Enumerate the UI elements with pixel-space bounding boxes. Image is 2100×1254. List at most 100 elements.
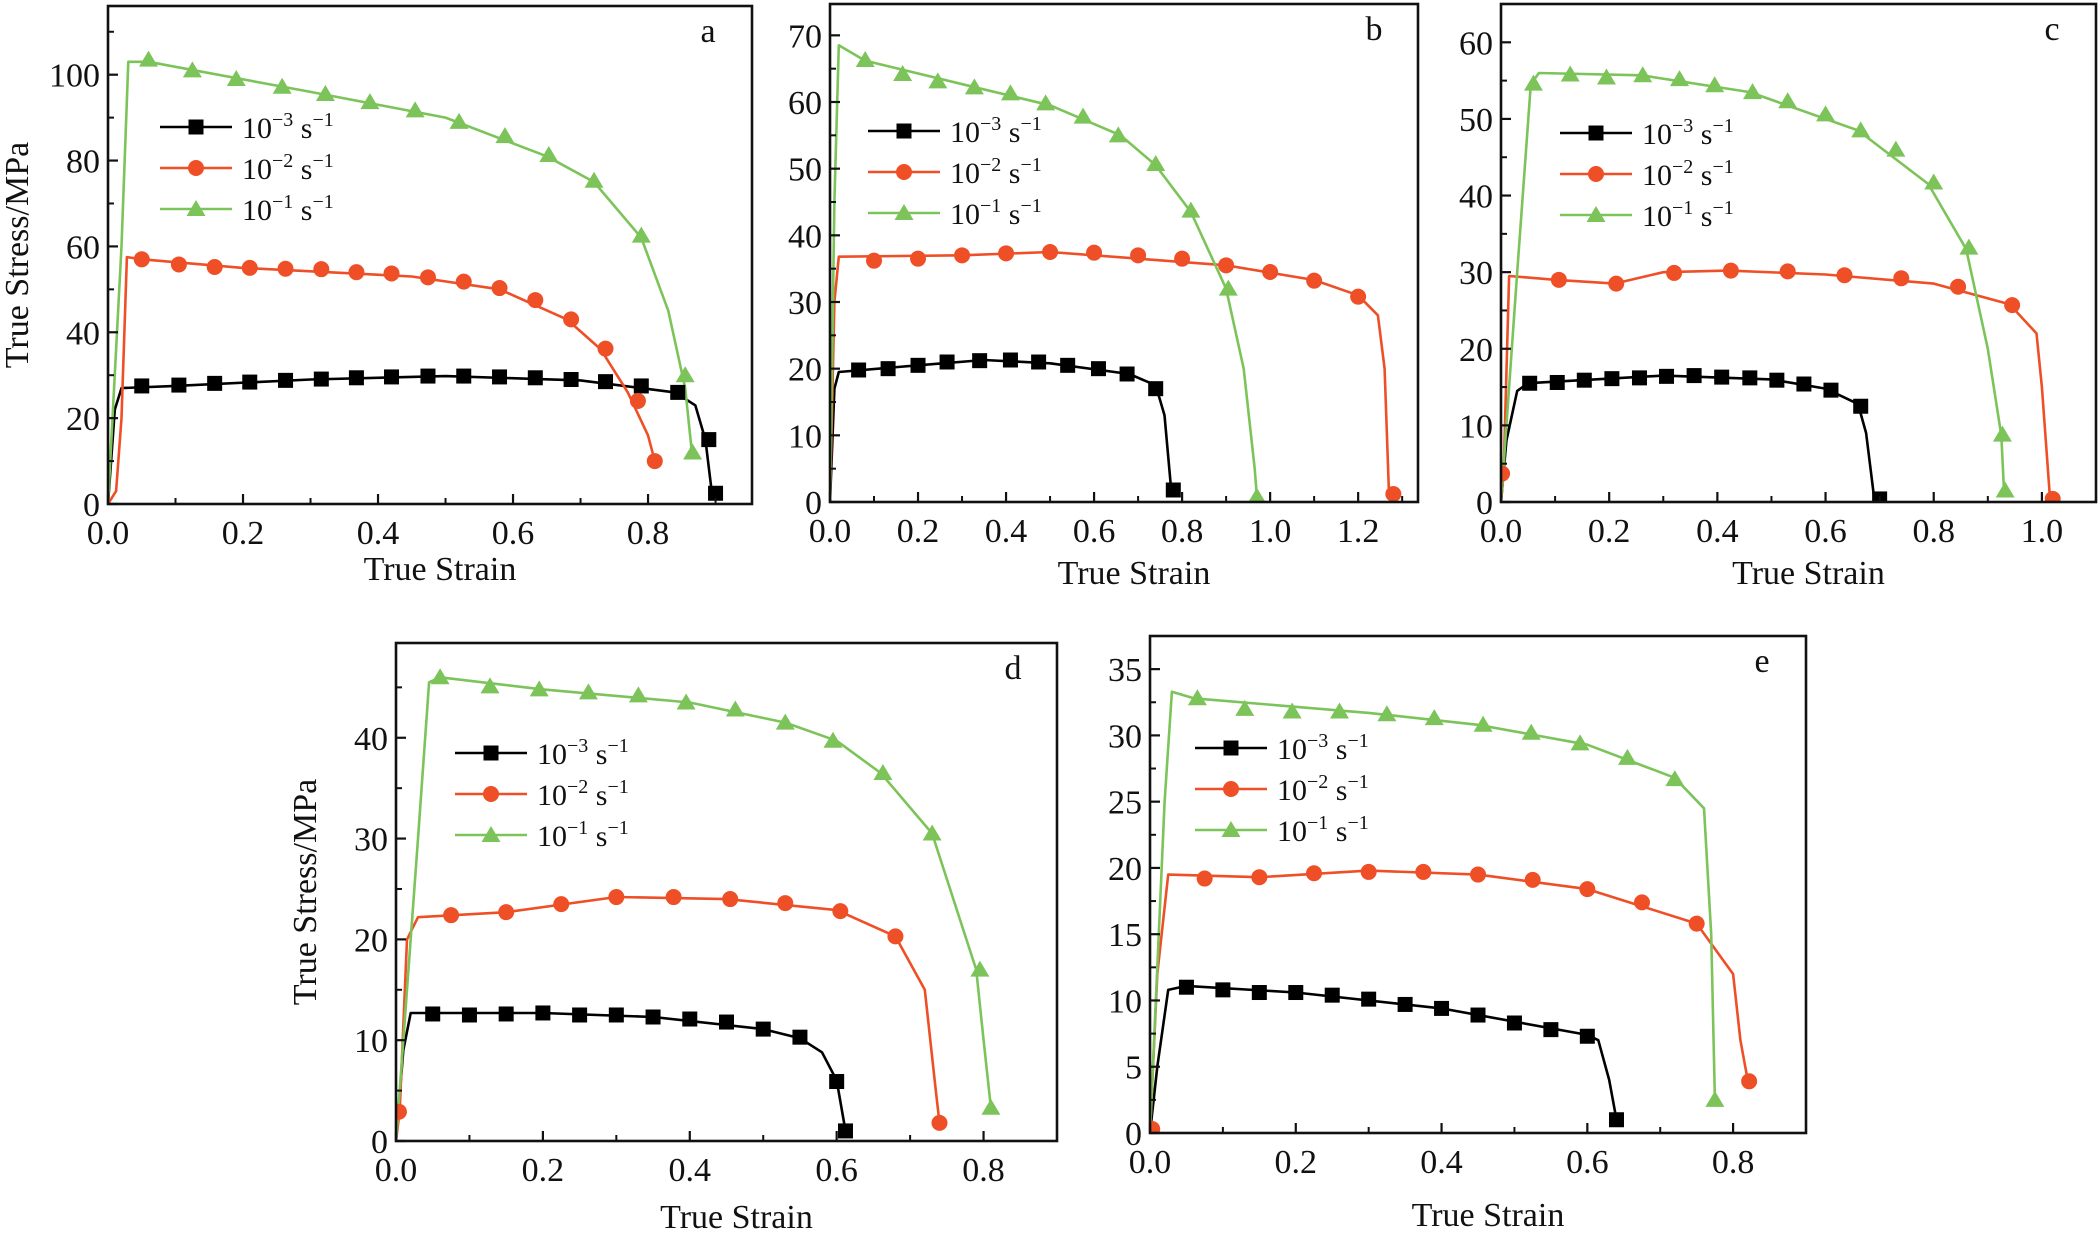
data-point-a-0-5 [313, 371, 329, 387]
y-tick-label: 0 [1476, 485, 1493, 522]
plot-frame [828, 2, 1420, 504]
data-point-a-0-3 [242, 374, 258, 390]
legend-label: 10−1 s−1 [1642, 197, 1734, 233]
data-point-b-1-10 [1306, 272, 1323, 289]
legend-label: 10−2 s−1 [950, 154, 1042, 190]
y-tick-label: 30 [354, 822, 388, 859]
data-point-b-0-11 [1165, 482, 1181, 498]
data-point-a-2-3 [272, 77, 292, 94]
legend-marker-icon [1221, 821, 1241, 837]
y-tick-label: 40 [1459, 179, 1493, 216]
data-point-a-2-6 [405, 101, 425, 118]
y-tick-label: 25 [1108, 785, 1142, 822]
legend-item: 10−2 s−1 [160, 150, 334, 186]
data-point-e-0-6 [1397, 996, 1413, 1012]
data-point-b-1-3 [998, 245, 1015, 262]
data-point-c-1-8 [1950, 278, 1967, 295]
data-point-a-0-6 [348, 370, 364, 386]
data-point-d-0-1 [461, 1007, 477, 1023]
y-tick-label: 40 [66, 315, 100, 352]
data-point-c-1-0 [1501, 465, 1511, 482]
data-point-a-2-7 [449, 112, 469, 129]
y-tick-label: 10 [1108, 983, 1142, 1020]
legend-base: 10 [242, 112, 272, 145]
data-point-c-2-14 [1995, 481, 2015, 498]
data-point-b-2-7 [1108, 126, 1128, 143]
data-point-d-2-2 [529, 680, 549, 697]
x-tick-label: 0.4 [357, 515, 400, 552]
x-tick-label: 0.6 [815, 1152, 858, 1189]
legend-marker-icon [1223, 781, 1239, 797]
data-point-b-2-8 [1146, 155, 1166, 171]
data-point-e-2-9 [1617, 748, 1637, 765]
legend: 10−3 s−110−2 s−110−1 s−1 [1195, 730, 1369, 848]
legend-superscript: −1 [1347, 812, 1368, 834]
legend-superscript: −1 [1020, 195, 1041, 217]
data-point-e-2-2 [1282, 702, 1302, 719]
data-point-e-1-0 [1150, 1121, 1161, 1133]
y-tick-label: 30 [1108, 718, 1142, 755]
data-point-d-1-8 [832, 903, 849, 920]
data-point-b-0-9 [1119, 366, 1135, 382]
data-point-b-0-3 [939, 354, 955, 370]
y-tick-label: 40 [354, 721, 388, 758]
legend-base: s [1693, 200, 1712, 233]
data-point-c-0-9 [1769, 372, 1785, 388]
data-point-a-1-5 [313, 261, 330, 278]
data-point-a-0-1 [171, 377, 187, 393]
x-tick-label: 0.8 [1712, 1144, 1755, 1181]
data-point-b-0-2 [910, 357, 926, 373]
plot-area [108, 50, 724, 504]
panel-e: 0.0 0.2 0.4 0.6 0.8 0 5 10 15 20 25 30 35 True Strain… [1108, 634, 1808, 1234]
series-line-a-1 [108, 255, 657, 504]
x-axis-title: True Strain [1732, 555, 1885, 592]
data-point-d-2-12 [981, 1098, 1001, 1115]
legend-superscript: −1 [607, 817, 628, 839]
data-point-a-1-4 [277, 260, 294, 277]
y-tick-label: 50 [1459, 102, 1493, 139]
plot-frame [1499, 2, 2098, 504]
legend-base: s [1328, 733, 1347, 766]
legend-superscript: −1 [567, 817, 588, 839]
y-tick-label: 10 [788, 418, 822, 455]
plot-area [1150, 689, 1758, 1133]
data-point-c-0-11 [1823, 382, 1839, 398]
data-point-c-1-1 [1550, 271, 1567, 288]
data-point-d-0-7 [682, 1011, 698, 1027]
x-tick-label: 0.4 [669, 1152, 712, 1189]
data-point-a-1-7 [383, 265, 400, 282]
legend-superscript: −1 [1020, 113, 1041, 135]
data-point-a-1-3 [241, 259, 258, 276]
legend-superscript: −3 [1307, 730, 1328, 752]
data-point-c-2-12 [1959, 238, 1979, 255]
legend-marker-icon [483, 786, 499, 802]
data-point-a-2-5 [360, 93, 380, 110]
data-point-d-2-0 [430, 668, 450, 685]
data-point-a-1-9 [455, 273, 472, 290]
data-point-e-1-7 [1524, 871, 1541, 888]
x-tick-label: 0.2 [1588, 513, 1631, 550]
data-point-c-2-2 [1596, 68, 1616, 85]
legend-marker-icon [894, 204, 914, 220]
y-tick-label: 0 [1125, 1116, 1142, 1153]
y-axis-title: True Stress/MPa [0, 142, 36, 368]
data-point-e-0-7 [1434, 1000, 1450, 1016]
y-axis-title: True Stress/MPa [287, 779, 324, 1005]
legend-superscript: −1 [1712, 115, 1733, 137]
data-point-d-2-11 [970, 960, 990, 977]
y-tick-label: 10 [354, 1023, 388, 1060]
data-point-c-0-10 [1796, 376, 1812, 392]
legend-item: 10−2 s−1 [1560, 156, 1734, 192]
panel-label: b [1366, 11, 1383, 48]
data-point-e-1-1 [1196, 870, 1213, 887]
legend-item: 10−1 s−1 [160, 191, 334, 227]
legend: 10−3 s−110−2 s−110−1 s−1 [868, 113, 1042, 231]
x-tick-label: 0.0 [1129, 1144, 1172, 1181]
data-point-b-2-1 [893, 65, 913, 81]
data-point-a-2-4 [315, 85, 335, 102]
data-point-a-1-8 [419, 269, 436, 286]
legend-item: 10−2 s−1 [455, 776, 629, 812]
x-tick-label: 1.2 [1337, 513, 1380, 550]
legend-marker-icon [188, 160, 204, 176]
legend-base: 10 [1642, 200, 1672, 233]
